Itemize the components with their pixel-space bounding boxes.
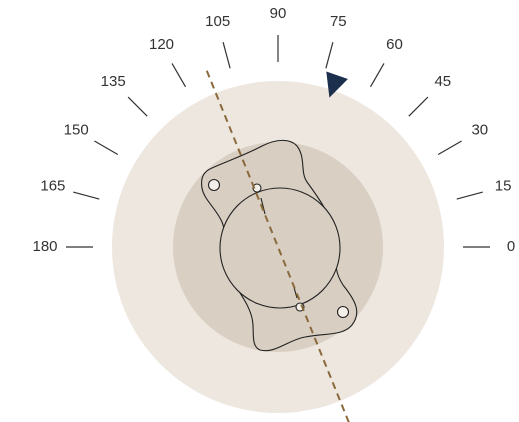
scale-label: 0 [507, 238, 515, 255]
haptic-hole-left [207, 178, 221, 192]
toric-lens-icon [201, 139, 358, 352]
axis-mark-top [252, 183, 262, 193]
scale-label: 120 [149, 36, 174, 53]
scale-tick [408, 96, 429, 117]
scale-tick [456, 191, 483, 200]
haptic-hole-right [336, 305, 350, 319]
scale-label: 90 [270, 5, 287, 22]
scale-tick [127, 96, 148, 117]
scale-label: 150 [64, 121, 89, 138]
scale-label: 45 [434, 73, 451, 90]
scale-label: 180 [32, 238, 57, 255]
scale-tick [94, 140, 119, 156]
scale-label: 30 [471, 121, 488, 138]
scale-label: 75 [330, 13, 347, 30]
lens-optic [219, 187, 341, 309]
scale-label: 60 [386, 36, 403, 53]
scale-label: 105 [205, 13, 230, 30]
scale-tick [325, 42, 334, 69]
astigmatism-axis-line [205, 70, 350, 422]
scale-tick [369, 63, 385, 88]
scale-tick [73, 191, 100, 200]
scale-tick [222, 42, 231, 69]
axis-notch-top [260, 197, 266, 215]
scale-label: 15 [495, 178, 512, 195]
scale-label: 135 [101, 73, 126, 90]
triangle-marker-icon [326, 71, 348, 98]
scale-tick [437, 140, 462, 156]
scale-label: 165 [40, 178, 65, 195]
scale-tick [171, 63, 187, 88]
